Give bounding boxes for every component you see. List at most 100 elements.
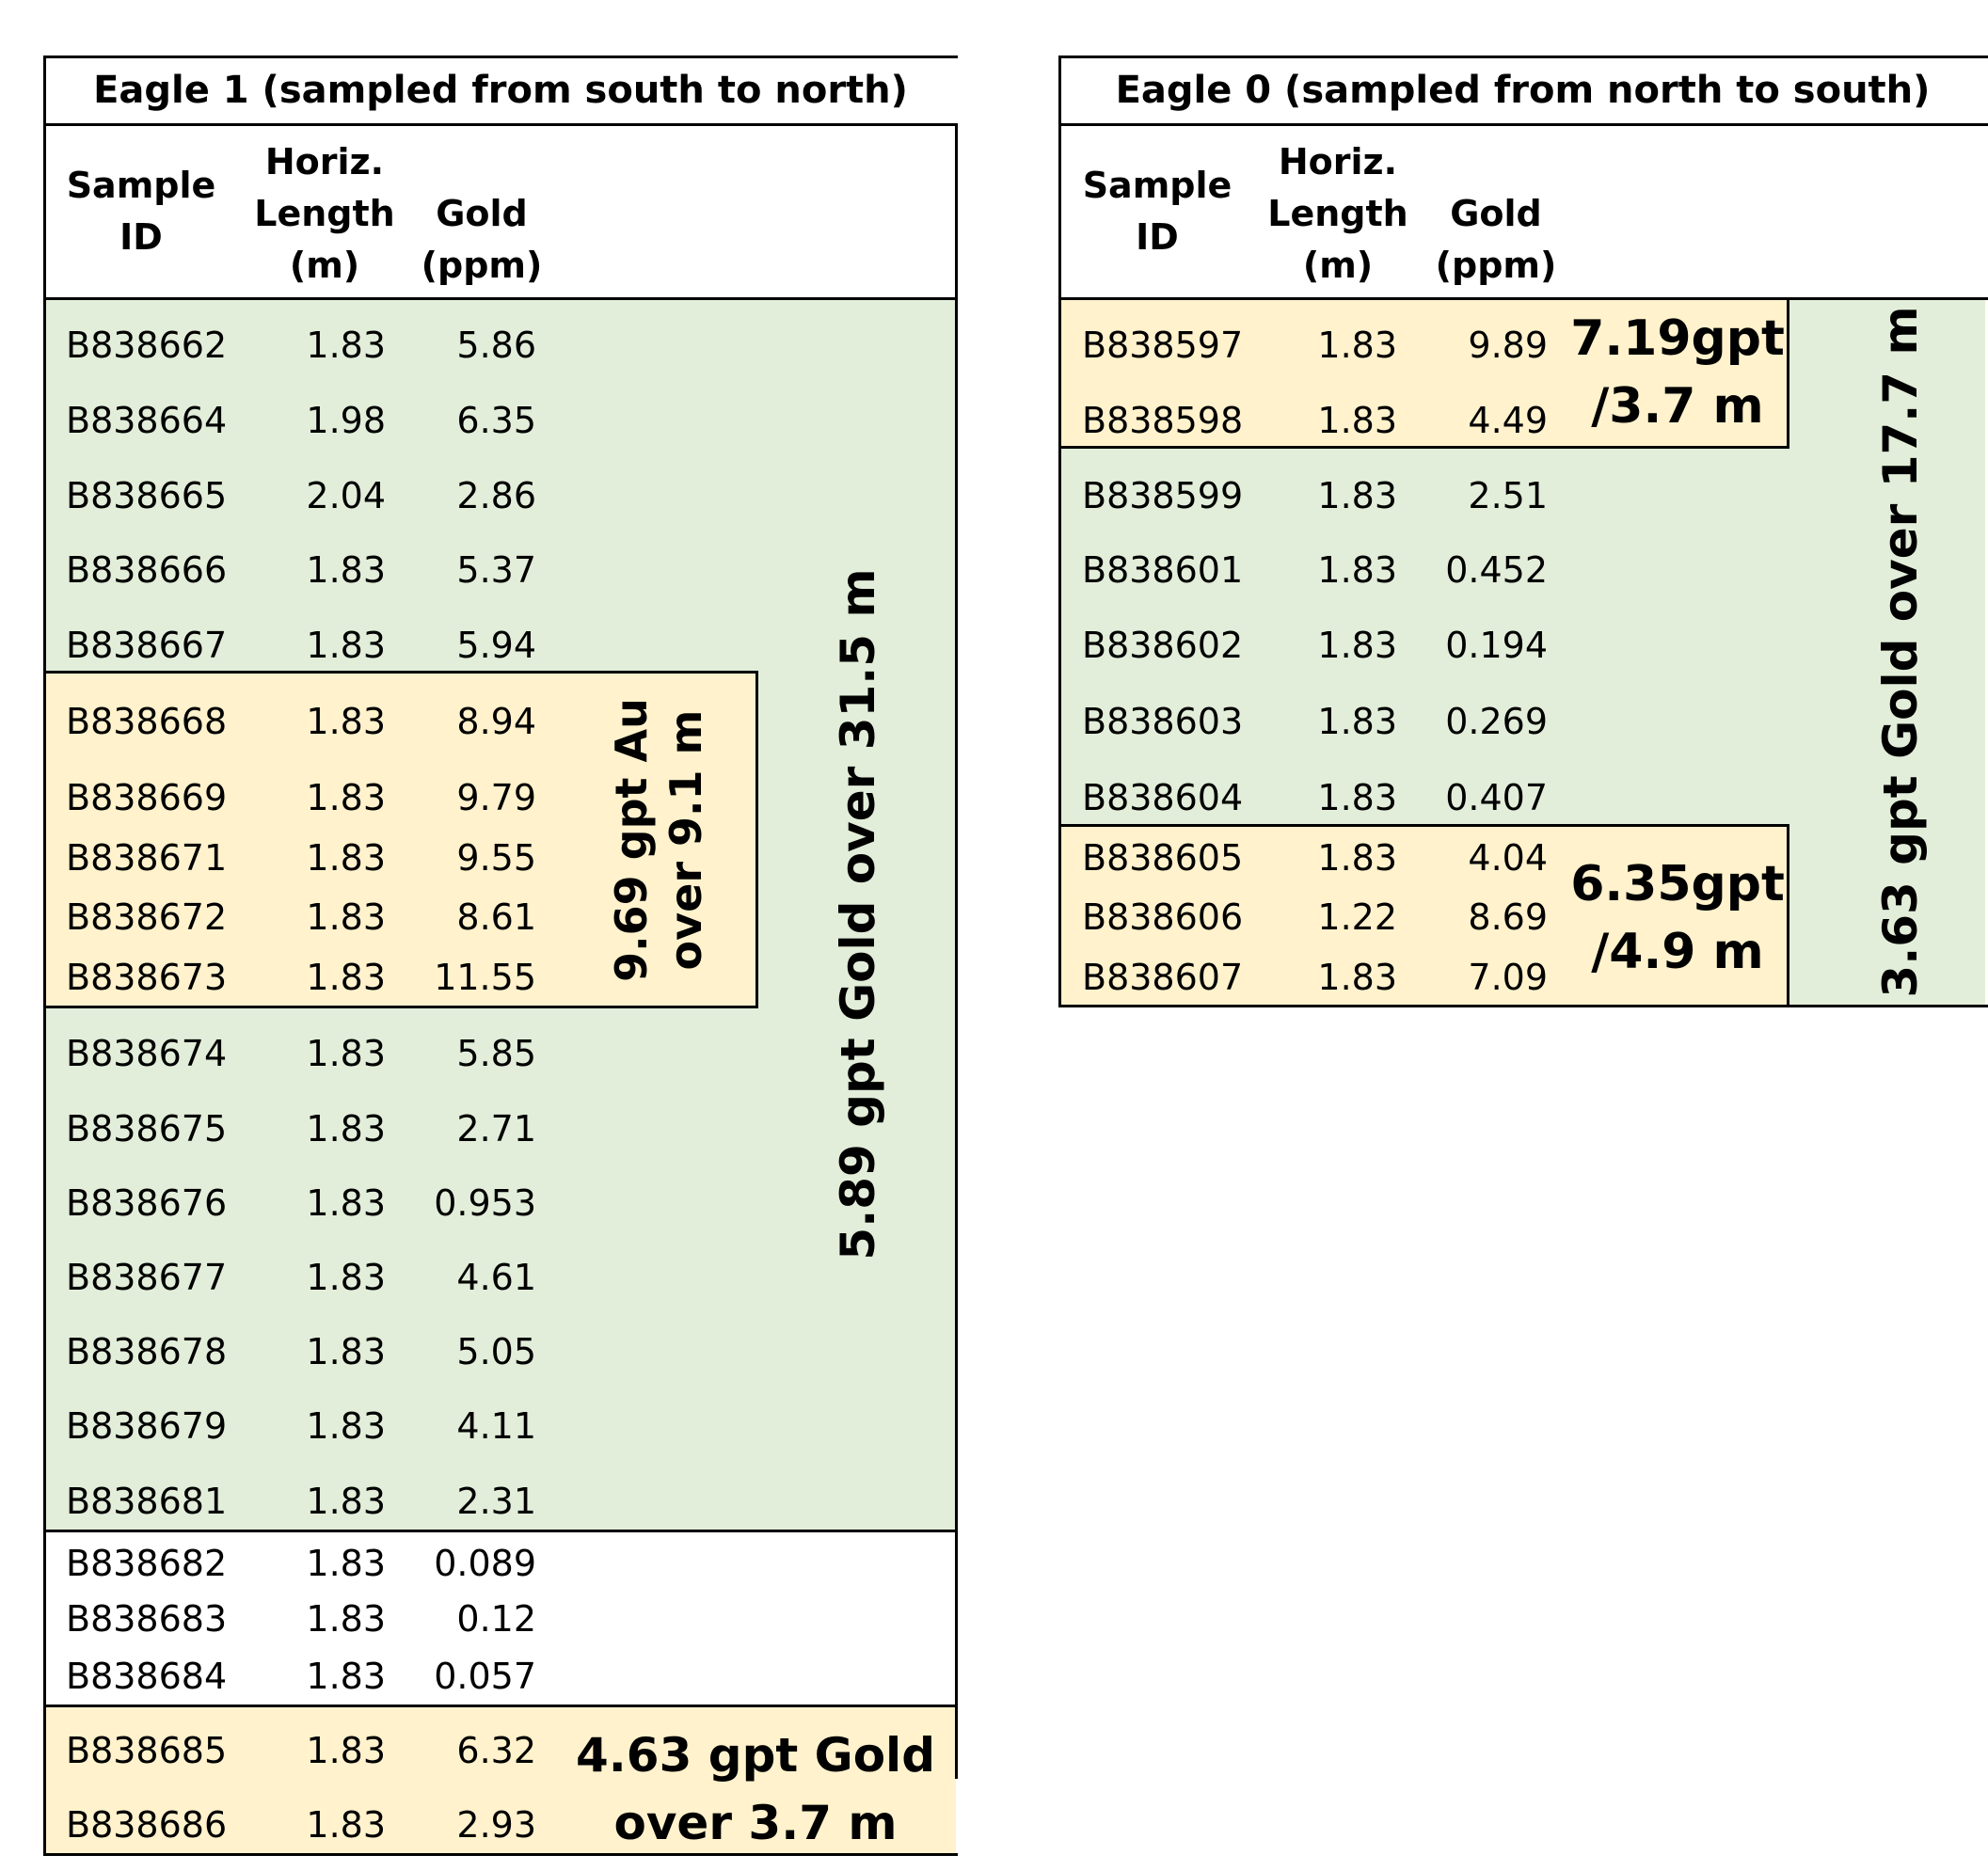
eagle0-bottom-grade-box: [1058, 824, 1789, 1007]
horiz-length-cell: 1.22: [1317, 896, 1397, 938]
horiz-length-cell: 1.83: [306, 549, 386, 591]
gold-cell: 4.49: [1468, 400, 1548, 441]
eagle1-border-green-end: [43, 1530, 958, 1532]
eagle1-green-band-side: [755, 673, 956, 1007]
eagle0-title: Eagle 0 (sampled from north to south): [1115, 69, 1931, 112]
eagle0-yellow-band-bottom: [1060, 826, 1788, 1005]
gold-cell: 5.37: [456, 549, 536, 591]
eagle0-yellow-band-top: [1060, 299, 1788, 447]
gold-cell: 6.32: [456, 1730, 536, 1771]
gold-cell: 2.51: [1468, 475, 1548, 516]
gold-cell: 9.55: [456, 837, 536, 879]
gold-cell: 8.69: [1468, 896, 1548, 938]
gold-cell: 2.93: [456, 1804, 536, 1846]
eagle0-interval-top-label: 7.19gpt /3.7 m: [1570, 310, 1785, 435]
eagle1-title: Eagle 1 (sampled from south to north): [93, 69, 908, 112]
eagle1-header-gold: Gold (ppm): [421, 193, 543, 286]
sample-id-cell: B838678: [66, 1331, 228, 1372]
horiz-length-cell: 1.83: [1317, 625, 1397, 666]
horiz-length-cell: 1.83: [1317, 400, 1397, 441]
sample-id-cell: B838672: [66, 896, 228, 938]
horiz-length-cell: 1.83: [1317, 957, 1397, 998]
eagle0-top-grade-box: [1058, 297, 1789, 449]
eagle1-border-header: [43, 297, 958, 300]
sample-id-cell: B838682: [66, 1543, 228, 1584]
eagle1-border-title: [43, 123, 958, 126]
eagle1-header-sample-id: Sample ID: [66, 165, 216, 258]
gold-cell: 4.04: [1468, 837, 1548, 879]
gold-cell: 0.407: [1445, 777, 1548, 818]
gold-cell: 0.057: [434, 1656, 536, 1697]
eagle1-interval-main-label: 5.89 gpt Gold over 31.5 m: [831, 568, 885, 1261]
horiz-length-cell: 1.83: [306, 1598, 386, 1640]
horiz-length-cell: 1.83: [1317, 777, 1397, 818]
sample-id-cell: B838662: [66, 325, 228, 366]
horiz-length-cell: 1.83: [306, 1405, 386, 1447]
sample-id-cell: B838676: [66, 1182, 228, 1224]
sample-id-cell: B838599: [1082, 475, 1244, 516]
eagle0-header-sample-id: Sample ID: [1082, 165, 1233, 258]
horiz-length-cell: 1.83: [306, 1331, 386, 1372]
horiz-length-cell: 1.83: [306, 1481, 386, 1522]
sample-id-cell: B838679: [66, 1405, 228, 1447]
gold-cell: 9.89: [1468, 325, 1548, 366]
eagle0-border-title: [1058, 123, 1988, 126]
sample-id-cell: B838686: [66, 1804, 228, 1846]
sample-id-cell: B838604: [1082, 777, 1244, 818]
sample-id-cell: B838669: [66, 777, 228, 818]
gold-cell: 0.953: [434, 1182, 536, 1224]
eagle0-header-gold: Gold (ppm): [1435, 193, 1557, 286]
gold-cell: 8.61: [456, 896, 536, 938]
sample-id-cell: B838667: [66, 625, 228, 666]
gold-cell: 5.05: [456, 1331, 536, 1372]
gold-cell: 0.12: [456, 1598, 536, 1640]
sample-id-cell: B838681: [66, 1481, 228, 1522]
sample-id-cell: B838603: [1082, 701, 1244, 742]
sample-id-cell: B838665: [66, 475, 228, 516]
gold-cell: 4.11: [456, 1405, 536, 1447]
eagle1-yellow-band-high: [45, 673, 755, 1007]
gold-cell: 11.55: [434, 957, 536, 998]
gold-cell: 8.94: [456, 701, 536, 742]
sample-id-cell: B838598: [1082, 400, 1244, 441]
horiz-length-cell: 1.83: [306, 957, 386, 998]
eagle1-header-horiz-length: Horiz. Length (m): [254, 141, 395, 286]
gold-cell: 4.61: [456, 1257, 536, 1298]
eagle1-green-band-top: [45, 299, 956, 673]
horiz-length-cell: 1.83: [306, 1656, 386, 1697]
gold-cell: 2.31: [456, 1481, 536, 1522]
sample-id-cell: B838606: [1082, 896, 1244, 938]
horiz-length-cell: 1.83: [306, 1108, 386, 1150]
eagle1-border-bottom: [43, 1853, 958, 1856]
sample-id-cell: B838597: [1082, 325, 1244, 366]
sample-id-cell: B838607: [1082, 957, 1244, 998]
horiz-length-cell: 1.83: [1317, 837, 1397, 879]
eagle1-border-top: [43, 55, 958, 58]
horiz-length-cell: 1.83: [306, 1543, 386, 1584]
horiz-length-cell: 1.83: [306, 1730, 386, 1771]
sample-id-cell: B838673: [66, 957, 228, 998]
sample-id-cell: B838605: [1082, 837, 1244, 879]
horiz-length-cell: 1.83: [306, 701, 386, 742]
gold-cell: 0.194: [1445, 625, 1548, 666]
sample-id-cell: B838668: [66, 701, 228, 742]
horiz-length-cell: 1.83: [306, 625, 386, 666]
eagle1-interval-bottom-label: 4.63 gpt Gold over 3.7 m: [576, 1728, 935, 1850]
sample-id-cell: B838602: [1082, 625, 1244, 666]
horiz-length-cell: 1.83: [306, 896, 386, 938]
horiz-length-cell: 1.83: [306, 325, 386, 366]
horiz-length-cell: 1.83: [1317, 325, 1397, 366]
eagle1-high-grade-box: [43, 671, 758, 1008]
sample-id-cell: B838666: [66, 549, 228, 591]
eagle0-interval-main-label: 3.63 gpt Gold over 17.7 m: [1873, 306, 1928, 998]
eagle1-border-bottom-group: [43, 1705, 958, 1707]
gold-cell: 5.94: [456, 625, 536, 666]
eagle1-border-right: [955, 123, 958, 1779]
sample-id-cell: B838684: [66, 1656, 228, 1697]
gold-cell: 0.089: [434, 1543, 536, 1584]
eagle0-border-left: [1058, 55, 1061, 1007]
horiz-length-cell: 1.83: [1317, 549, 1397, 591]
horiz-length-cell: 1.83: [306, 1257, 386, 1298]
gold-cell: 6.35: [456, 400, 536, 441]
horiz-length-cell: 1.83: [306, 1804, 386, 1846]
